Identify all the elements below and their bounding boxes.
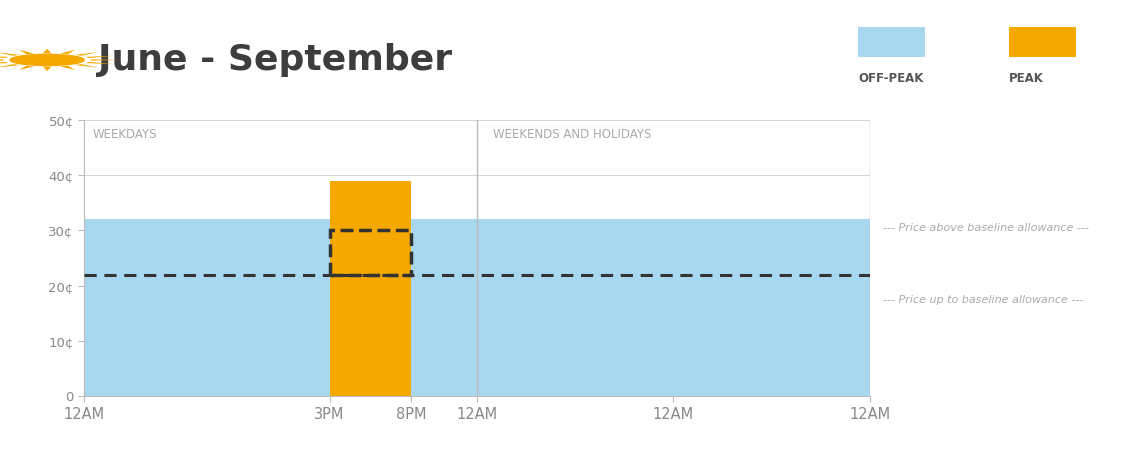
Text: WEEKENDS AND HOLIDAYS: WEEKENDS AND HOLIDAYS	[494, 128, 652, 141]
Polygon shape	[19, 66, 35, 70]
Text: WEEKDAYS: WEEKDAYS	[92, 128, 157, 141]
Polygon shape	[0, 52, 19, 56]
Polygon shape	[59, 50, 75, 54]
Text: --- Price above baseline allowance ---: --- Price above baseline allowance ---	[883, 223, 1088, 233]
Text: PEAK: PEAK	[1009, 71, 1043, 85]
Polygon shape	[59, 66, 75, 70]
Bar	[330, 181, 412, 396]
Polygon shape	[0, 64, 19, 68]
Text: OFF-PEAK: OFF-PEAK	[858, 71, 923, 85]
Polygon shape	[0, 56, 9, 58]
Bar	[858, 27, 926, 57]
Bar	[412, 219, 477, 396]
Polygon shape	[75, 52, 100, 56]
Polygon shape	[0, 59, 3, 60]
Polygon shape	[43, 49, 52, 53]
Polygon shape	[75, 64, 100, 68]
Polygon shape	[85, 56, 116, 58]
Polygon shape	[91, 59, 121, 60]
Bar	[84, 219, 330, 396]
Polygon shape	[0, 62, 9, 64]
Text: June - September: June - September	[98, 43, 452, 77]
Bar	[1009, 27, 1076, 57]
Bar	[477, 219, 870, 396]
Bar	[330, 230, 412, 275]
Polygon shape	[43, 66, 52, 71]
Text: --- Price up to baseline allowance ---: --- Price up to baseline allowance ---	[883, 295, 1084, 305]
Polygon shape	[85, 62, 116, 64]
Circle shape	[10, 54, 84, 65]
Polygon shape	[19, 50, 35, 54]
